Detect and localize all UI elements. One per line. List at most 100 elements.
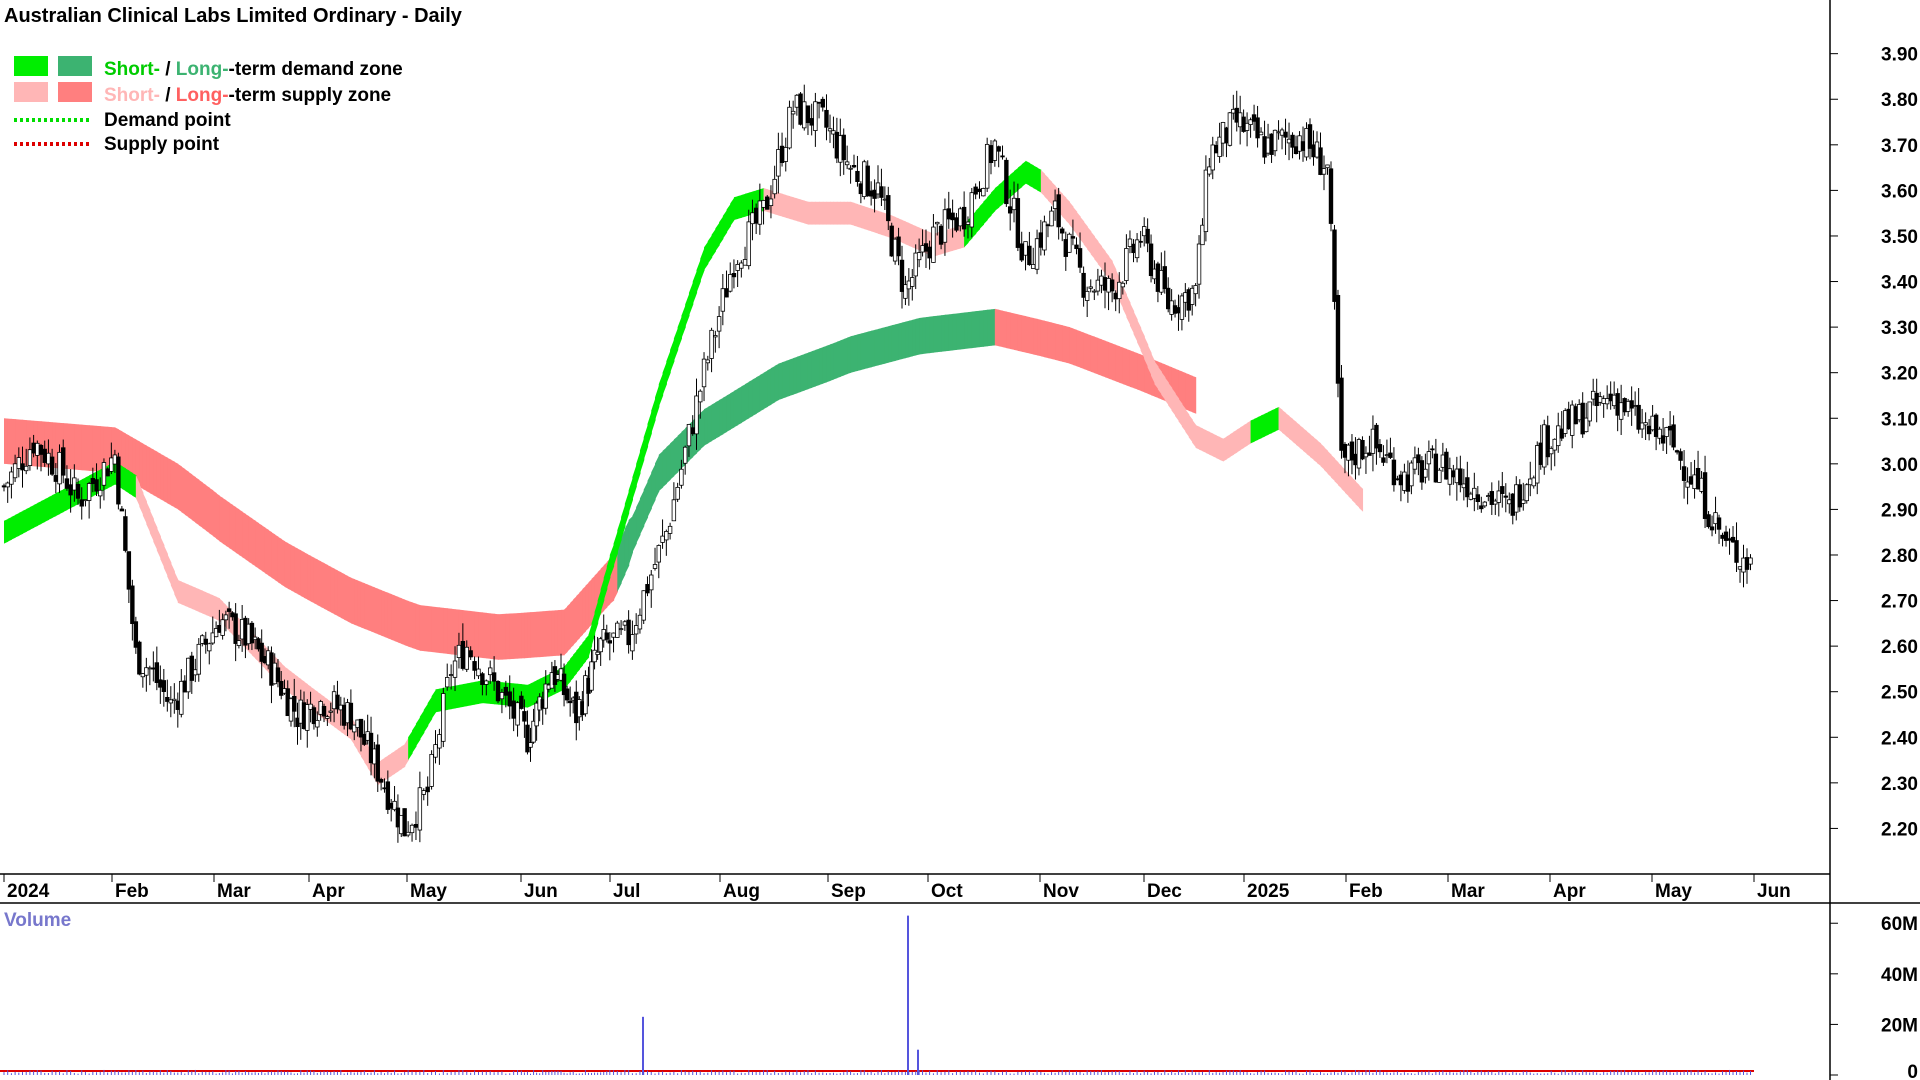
long-term-zone (1044, 320, 1049, 359)
candle-body (49, 456, 55, 475)
long-term-zone (704, 406, 709, 446)
short-term-zone (1275, 406, 1280, 432)
candle-body (413, 823, 419, 828)
short-term-zone (1133, 311, 1138, 343)
long-term-zone (245, 513, 250, 562)
candle-body (335, 694, 340, 710)
candle-body (519, 695, 524, 709)
x-tick-label: May (410, 881, 447, 902)
x-tick-label: Mar (1451, 881, 1485, 902)
candle-body (896, 236, 901, 257)
candle-body (1706, 514, 1711, 528)
long-term-zone (912, 318, 917, 357)
short-term-zone (1185, 409, 1190, 438)
long-term-zone (1017, 314, 1023, 352)
short-term-zone (847, 201, 852, 225)
long-term-zone (527, 612, 532, 658)
y-tick-label: 3.50 (1881, 227, 1918, 248)
candle-body (1451, 470, 1456, 478)
long-term-zone (149, 447, 154, 496)
candle-body (1744, 557, 1750, 570)
long-term-zone (585, 582, 590, 632)
candle-body (1179, 295, 1185, 320)
candle-body (604, 632, 609, 640)
short-term-zone (524, 684, 529, 708)
short-term-zone (651, 397, 656, 434)
long-term-zone (423, 605, 429, 652)
short-term-zone (1017, 164, 1023, 191)
candle-body (452, 660, 458, 678)
candle-body (1688, 476, 1694, 485)
candle-body (1279, 129, 1285, 136)
y-tick-label: 3.30 (1881, 318, 1918, 339)
long-term-zone (443, 607, 448, 654)
short-term-zone (1040, 169, 1046, 197)
candle-body (1106, 277, 1111, 293)
long-term-zone (979, 310, 984, 348)
short-term-zone (466, 682, 472, 707)
long-term-zone (513, 613, 519, 659)
long-term-zone (235, 507, 240, 555)
candle-body (441, 693, 446, 742)
short-term-zone (662, 361, 667, 396)
candle-body (1339, 377, 1344, 451)
short-term-zone (44, 497, 50, 522)
candle-body (1559, 428, 1564, 439)
long-term-zone (719, 397, 724, 437)
long-term-zone (191, 474, 196, 523)
long-term-zone (850, 335, 855, 373)
candle-body (618, 628, 624, 631)
candle-body (1034, 238, 1040, 270)
candle-body (1601, 398, 1606, 404)
candle-body (946, 208, 951, 220)
long-term-zone (1108, 342, 1113, 380)
long-term-zone (391, 594, 396, 642)
short-term-zone (901, 220, 907, 245)
candle-body (753, 207, 759, 224)
long-term-zone (711, 402, 716, 442)
candle-body (1646, 425, 1652, 435)
short-term-zone (1047, 177, 1053, 205)
long-term-zone (819, 347, 824, 385)
short-term-zone (22, 508, 27, 534)
x-tick-label: Jun (1757, 881, 1791, 902)
candle-body (1671, 424, 1676, 448)
candle-body (1433, 453, 1439, 483)
candle-body (742, 259, 748, 266)
candle-body (64, 478, 70, 489)
long-term-zone (1115, 344, 1120, 383)
long-term-zone (807, 351, 813, 390)
candle-body (794, 94, 800, 108)
short-term-zone (1219, 437, 1224, 462)
candle-body (385, 781, 391, 810)
candle-body (210, 632, 215, 644)
short-term-zone (205, 592, 210, 617)
long-term-zone (830, 343, 835, 381)
long-term-zone (770, 365, 776, 405)
candle-body (1622, 398, 1627, 413)
long-term-zone (617, 537, 622, 592)
candle-body (1444, 451, 1449, 480)
candle-body (1542, 424, 1547, 468)
candle-body (437, 734, 442, 749)
long-term-zone (412, 602, 417, 650)
candle-body (886, 195, 891, 222)
short-term-zone (774, 191, 779, 216)
long-term-zone (251, 518, 256, 567)
candle-body (1737, 566, 1743, 570)
candle-body (417, 787, 423, 831)
candle-body (1486, 495, 1491, 497)
long-term-zone (52, 422, 57, 469)
candle-body (531, 720, 536, 743)
y-tick-label: 2.60 (1881, 637, 1918, 658)
candle-body (1552, 438, 1557, 451)
long-term-zone (466, 610, 472, 657)
candle-body (507, 691, 512, 707)
candle-body (1162, 266, 1167, 290)
long-term-zone (975, 310, 981, 348)
short-term-zone (573, 650, 577, 678)
short-term-zone (387, 753, 392, 779)
short-term-zone (146, 501, 151, 533)
long-term-zone (277, 536, 282, 585)
